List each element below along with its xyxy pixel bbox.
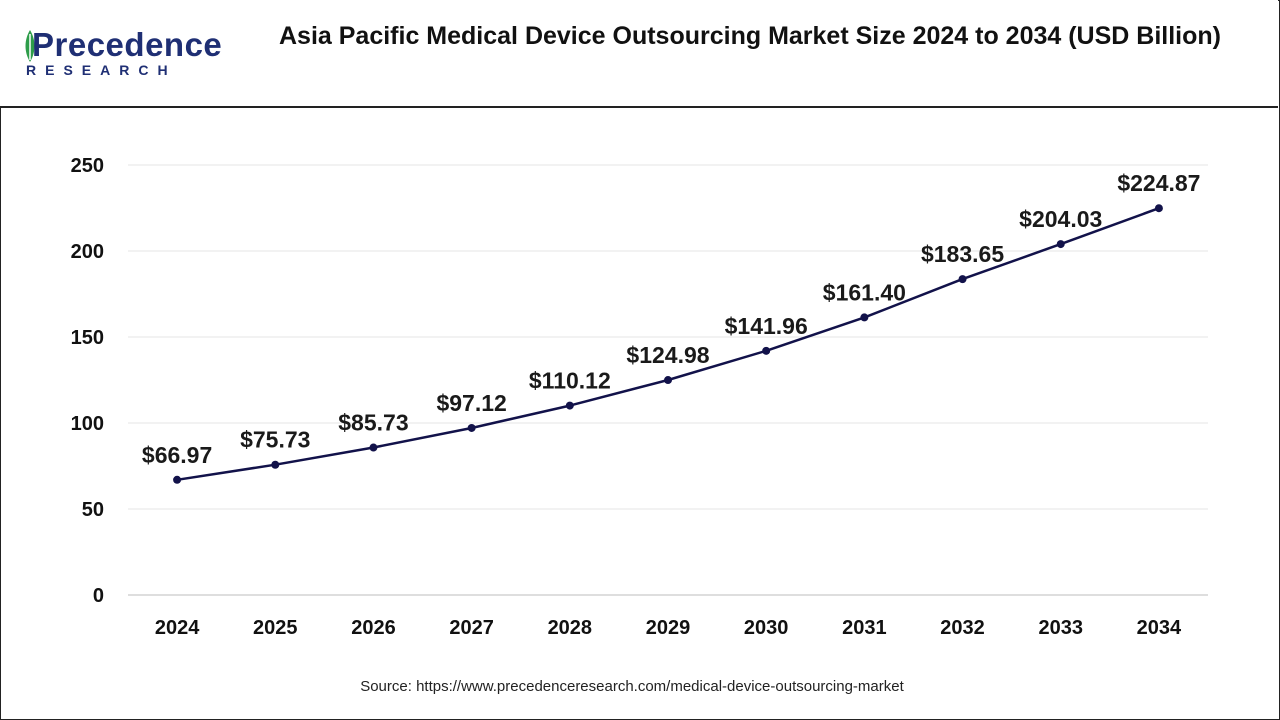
x-tick-label: 2027	[449, 617, 494, 639]
data-point	[762, 346, 771, 355]
data-point	[369, 443, 378, 452]
data-point	[565, 401, 574, 410]
y-tick-label: 0	[93, 585, 104, 607]
y-tick-label: 100	[71, 413, 104, 435]
leaf-icon	[25, 30, 35, 62]
x-tick-label: 2033	[1038, 617, 1083, 639]
data-labels: $66.97 $75.73 $85.73 $97.12 $110.12 $124.98 $1…	[142, 170, 1201, 468]
data-label: $97.12	[436, 390, 506, 416]
header: Precedence RESEARCH Asia Pacific Medical…	[0, 0, 1278, 108]
x-tick-label: 2028	[548, 617, 593, 639]
data-label: $141.96	[725, 313, 808, 339]
data-label: $66.97	[142, 442, 212, 468]
data-point	[173, 475, 182, 484]
data-label: $161.40	[823, 279, 906, 305]
data-label: $183.65	[921, 241, 1004, 267]
data-point	[860, 313, 869, 322]
data-label: $75.73	[240, 427, 310, 453]
y-tick-label: 150	[71, 327, 104, 349]
y-tick-label: 200	[71, 241, 104, 263]
x-tick-label: 2031	[842, 617, 887, 639]
data-point	[958, 275, 967, 284]
gridlines	[128, 164, 1208, 510]
brand-subtitle: RESEARCH	[26, 62, 177, 78]
data-label: $124.98	[626, 342, 709, 368]
axes: 0 50 100 150 200 250 2024 2025 2026 2027 2028 2029 2…	[71, 155, 1208, 639]
data-label: $110.12	[529, 368, 611, 394]
x-tick-label: 2032	[940, 617, 985, 639]
x-tick-label: 2024	[155, 617, 200, 639]
source-note: Source: https://www.precedenceresearch.c…	[360, 678, 904, 695]
data-point	[271, 460, 280, 469]
data-label: $85.73	[338, 410, 408, 436]
x-tick-label: 2034	[1137, 617, 1182, 639]
data-label: $224.87	[1117, 170, 1200, 196]
data-point	[1056, 240, 1065, 249]
data-point	[1154, 204, 1163, 213]
x-tick-label: 2030	[744, 617, 789, 639]
x-tick-label: 2025	[253, 617, 298, 639]
chart-title: Asia Pacific Medical Device Outsourcing …	[279, 22, 1221, 50]
y-tick-label: 50	[82, 499, 104, 521]
y-tick-label: 250	[71, 155, 104, 177]
data-label: $204.03	[1019, 206, 1102, 232]
x-tick-label: 2029	[646, 617, 691, 639]
data-points	[173, 204, 1163, 484]
brand-name: Precedence	[32, 26, 223, 63]
line-chart: 0 50 100 150 200 250 2024 2025 2026 2027 2028 2029 2…	[71, 155, 1208, 639]
brand-logo[interactable]: Precedence RESEARCH	[22, 26, 222, 82]
data-point	[467, 423, 476, 432]
x-tick-label: 2026	[351, 617, 396, 639]
data-point	[664, 376, 672, 385]
